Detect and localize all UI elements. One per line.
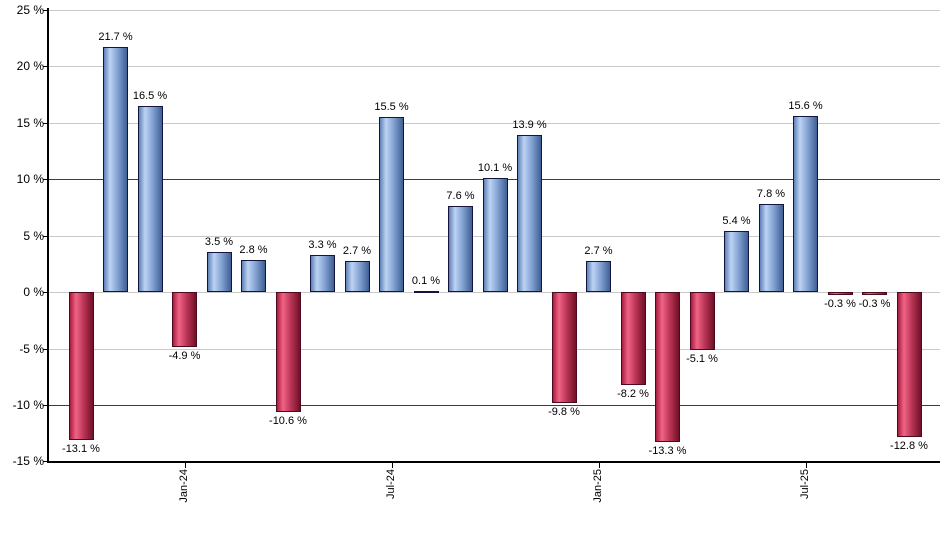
bar-nov-24 (517, 135, 542, 292)
bar-value-label-sep-24: 7.6 % (446, 190, 475, 202)
y-axis-tick (43, 461, 47, 462)
x-axis-label-jul-25: Jul-25 (799, 469, 811, 499)
bar-value-label-nov-24: 13.9 % (512, 119, 547, 131)
bar-dec-23 (137, 106, 163, 292)
y-axis-tick (43, 179, 47, 180)
gridline (49, 123, 940, 124)
highlight-gridline (49, 405, 940, 406)
bar-value-label-may-24: 3.3 % (308, 239, 337, 251)
bar-jun-24 (344, 261, 370, 292)
bar-aug-24 (413, 291, 439, 293)
bar-value-label-jan-24: -4.9 % (168, 350, 201, 362)
bar-oct-25 (896, 292, 922, 437)
bar-mar-25 (655, 292, 680, 442)
bar-value-label-mar-24: 2.8 % (239, 244, 268, 256)
bar-dec-24 (551, 292, 577, 403)
bar-value-label-sep-25: -0.3 % (858, 298, 891, 310)
y-axis-label: 15 % (16, 116, 44, 130)
y-axis-label: 20 % (16, 59, 44, 73)
bar-value-label-dec-23: 16.5 % (132, 90, 168, 102)
bar-jul-25 (793, 116, 818, 292)
bar-value-label-jan-25: 2.7 % (584, 245, 613, 257)
bar-jun-25 (758, 204, 784, 292)
bar-aug-25 (827, 292, 853, 295)
bar-may-24 (310, 255, 335, 292)
y-axis-tick (43, 10, 47, 11)
y-axis-tick (43, 292, 47, 293)
bar-value-label-aug-24: 0.1 % (411, 275, 441, 287)
bar-value-label-feb-25: -8.2 % (617, 388, 649, 400)
bar-value-label-oct-24: 10.1 % (477, 162, 513, 174)
x-axis-label-jul-24: Jul-24 (385, 469, 397, 499)
y-axis-label: 0 % (23, 285, 44, 299)
x-axis-tick (185, 463, 186, 468)
x-axis-label-jan-24: Jan-24 (178, 469, 190, 503)
y-axis-label: 10 % (16, 172, 44, 186)
y-axis-label: 5 % (23, 229, 44, 243)
bar-value-label-may-25: 5.4 % (722, 215, 751, 227)
x-axis-line (47, 461, 940, 463)
bar-jul-24 (379, 117, 404, 292)
x-axis-tick (392, 463, 393, 468)
bar-sep-25 (862, 292, 887, 295)
gridline (49, 10, 940, 11)
bar-feb-25 (620, 292, 646, 385)
bar-value-label-mar-25: -13.3 % (648, 445, 687, 457)
y-axis-tick (43, 66, 47, 67)
bar-value-label-apr-25: -5.1 % (686, 353, 718, 365)
bar-feb-24 (206, 252, 232, 292)
gridline (49, 349, 940, 350)
bar-value-label-oct-25: -12.8 % (890, 440, 928, 452)
bar-mar-24 (241, 260, 266, 292)
y-axis-tick (43, 123, 47, 124)
y-axis-tick (43, 349, 47, 350)
y-axis-label: -10 % (12, 398, 44, 412)
y-axis-line (47, 8, 49, 463)
y-axis-tick (43, 405, 47, 406)
bar-value-label-jul-24: 15.5 % (374, 101, 409, 113)
x-axis-tick (806, 463, 807, 468)
bar-apr-24 (275, 292, 301, 412)
bar-value-label-dec-24: -9.8 % (548, 406, 580, 418)
y-axis-label: -15 % (12, 454, 44, 468)
bar-jan-25 (586, 261, 611, 292)
bar-value-label-nov-23: 21.7 % (98, 31, 133, 43)
bar-sep-24 (448, 206, 473, 292)
gridline (49, 66, 940, 67)
bar-value-label-jun-25: 7.8 % (756, 188, 786, 200)
x-axis-label-jan-25: Jan-25 (592, 469, 604, 503)
bar-value-label-jul-25: 15.6 % (788, 100, 823, 112)
bar-nov-23 (103, 47, 128, 292)
bar-jan-24 (172, 292, 197, 347)
bar-value-label-feb-24: 3.5 % (204, 236, 234, 248)
bar-value-label-jun-24: 2.7 % (342, 245, 372, 257)
y-axis-tick (43, 236, 47, 237)
bar-may-25 (724, 231, 749, 292)
gridline (49, 292, 940, 293)
bar-value-label-apr-24: -10.6 % (269, 415, 307, 427)
y-axis-label: -5 % (19, 342, 44, 356)
y-axis-label: 25 % (16, 3, 44, 17)
bar-oct-23 (68, 292, 94, 440)
bar-value-label-oct-23: -13.1 % (62, 443, 100, 455)
x-axis-tick (599, 463, 600, 468)
bar-apr-25 (689, 292, 715, 350)
bar-oct-24 (482, 178, 508, 292)
bar-value-label-aug-25: -0.3 % (824, 298, 856, 310)
